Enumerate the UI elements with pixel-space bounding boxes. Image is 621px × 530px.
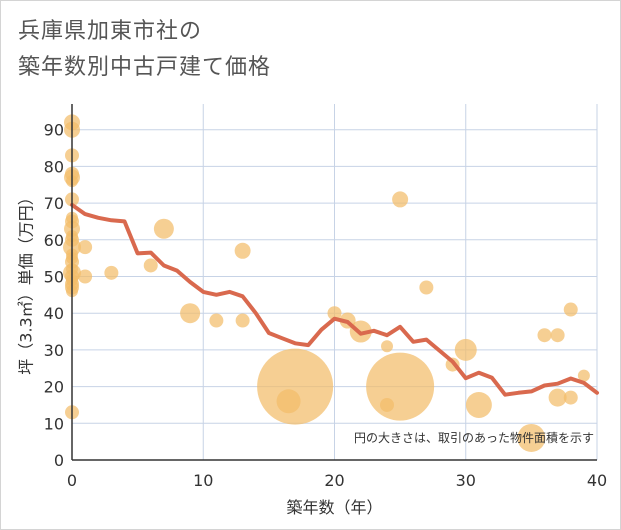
trend-line	[70, 202, 599, 397]
data-point-bubble	[419, 280, 434, 295]
y-tick-label: 40	[44, 304, 64, 323]
data-point-bubble	[465, 391, 492, 418]
y-tick-label: 60	[44, 231, 64, 250]
data-point-bubble	[454, 338, 477, 361]
bubble-size-note: 円の大きさは、取引のあった物件面積を示す	[354, 430, 594, 445]
grid	[72, 104, 598, 460]
y-tick-label: 50	[44, 267, 64, 286]
data-point-bubble	[327, 306, 342, 321]
data-point-bubble	[78, 269, 93, 284]
trend-line-group	[70, 202, 599, 397]
data-point-bubble	[577, 369, 590, 382]
data-point-bubble	[180, 303, 201, 324]
data-point-bubble	[550, 328, 565, 343]
x-tick-label: 10	[193, 471, 213, 490]
data-point-bubble	[209, 313, 224, 328]
data-point-bubble	[537, 328, 552, 343]
data-point-bubble	[234, 242, 251, 259]
data-point-bubble	[380, 397, 394, 412]
x-tick-label: 20	[324, 471, 344, 490]
y-tick-label: 0	[54, 451, 64, 470]
x-tick-label: 40	[587, 471, 607, 490]
axes	[71, 104, 597, 461]
x-axis-label: 築年数（年）	[286, 498, 382, 517]
data-point-bubble	[392, 191, 409, 208]
tick-labels: 0 10 20 30 40 0 10 20 30 40 50 60 70 80 90	[44, 121, 608, 490]
data-point-bubble	[563, 302, 578, 317]
data-point-bubble	[276, 389, 301, 414]
chart-title: 兵庫県加東市社の 築年数別中古戸建て価格	[18, 14, 271, 86]
y-tick-label: 90	[44, 121, 64, 140]
data-point-bubble	[517, 423, 546, 452]
x-tick-label: 30	[456, 471, 476, 490]
data-point-bubble	[548, 388, 567, 407]
data-point-bubble	[366, 352, 435, 421]
chart-title-line2: 築年数別中古戸建て価格	[18, 55, 272, 80]
chart-title-line1: 兵庫県加東市社の	[18, 19, 203, 44]
y-tick-label: 20	[44, 378, 64, 397]
transaction-bubbles	[63, 114, 590, 452]
data-point-bubble	[381, 340, 393, 353]
data-point-bubble	[235, 313, 250, 328]
y-tick-label: 80	[44, 157, 64, 176]
data-point-bubble	[78, 240, 93, 255]
y-tick-label: 30	[44, 341, 64, 360]
x-tick-label: 0	[67, 471, 77, 490]
data-point-bubble	[143, 258, 158, 273]
y-tick-label: 10	[44, 414, 64, 433]
y-tick-label: 70	[44, 194, 64, 213]
data-point-bubble	[257, 348, 334, 425]
data-point-bubble	[104, 265, 119, 280]
data-point-bubble	[563, 390, 578, 405]
data-point-bubble	[153, 218, 174, 239]
y-axis-label: 坪（3.3㎡）単価（万円）	[17, 189, 36, 374]
